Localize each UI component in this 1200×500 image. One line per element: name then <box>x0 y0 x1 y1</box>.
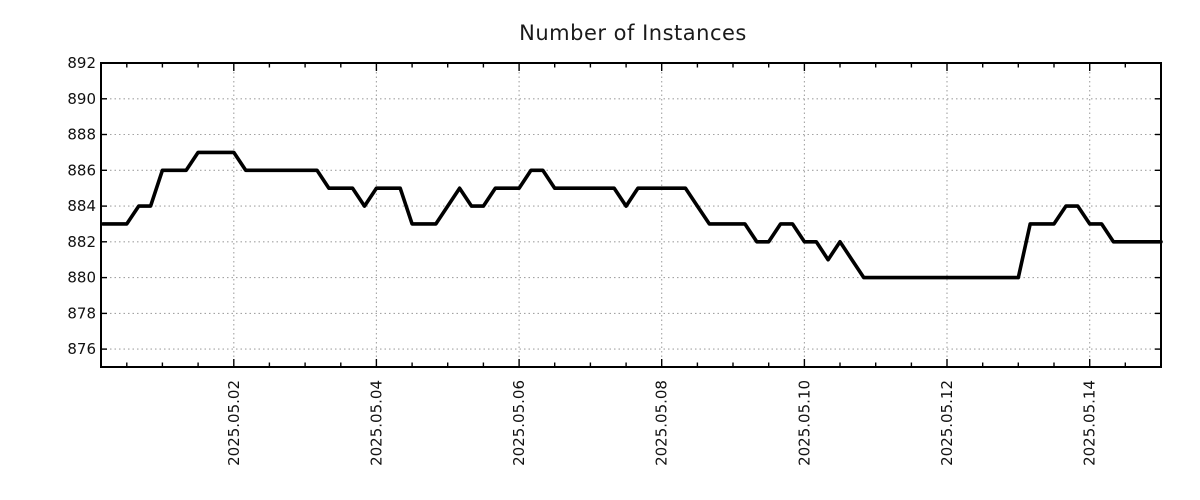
y-tick-label: 892 <box>67 54 96 72</box>
y-tick-label: 888 <box>67 126 96 144</box>
gridlines <box>101 63 1161 367</box>
series-line <box>101 150 1163 280</box>
x-tick-label: 2025.05.08 <box>653 380 671 466</box>
y-tick-label: 878 <box>67 304 96 322</box>
x-tick-label: 2025.05.10 <box>795 380 813 466</box>
x-tick-label: 2025.05.06 <box>510 380 528 466</box>
plot-border <box>100 62 1162 368</box>
x-tick-label: 2025.05.12 <box>938 380 956 466</box>
y-axis-labels: 876 878 880 882 884 886 888 890 892 <box>67 54 96 358</box>
chart-title: Number of Instances <box>519 21 747 45</box>
axis-ticks <box>101 62 1161 367</box>
y-tick-label: 884 <box>67 197 96 215</box>
x-tick-label: 2025.05.04 <box>367 380 385 466</box>
x-tick-label: 2025.05.14 <box>1081 380 1099 466</box>
x-tick-label: 2025.05.02 <box>225 380 243 466</box>
y-tick-label: 886 <box>67 161 96 179</box>
y-tick-label: 876 <box>67 340 96 358</box>
series-group <box>101 150 1163 280</box>
y-tick-label: 880 <box>67 269 96 287</box>
x-axis-labels: 2025.05.02 2025.05.04 2025.05.06 2025.05.08… <box>225 380 1099 466</box>
y-tick-label: 882 <box>67 233 96 251</box>
y-tick-label: 890 <box>67 90 96 108</box>
